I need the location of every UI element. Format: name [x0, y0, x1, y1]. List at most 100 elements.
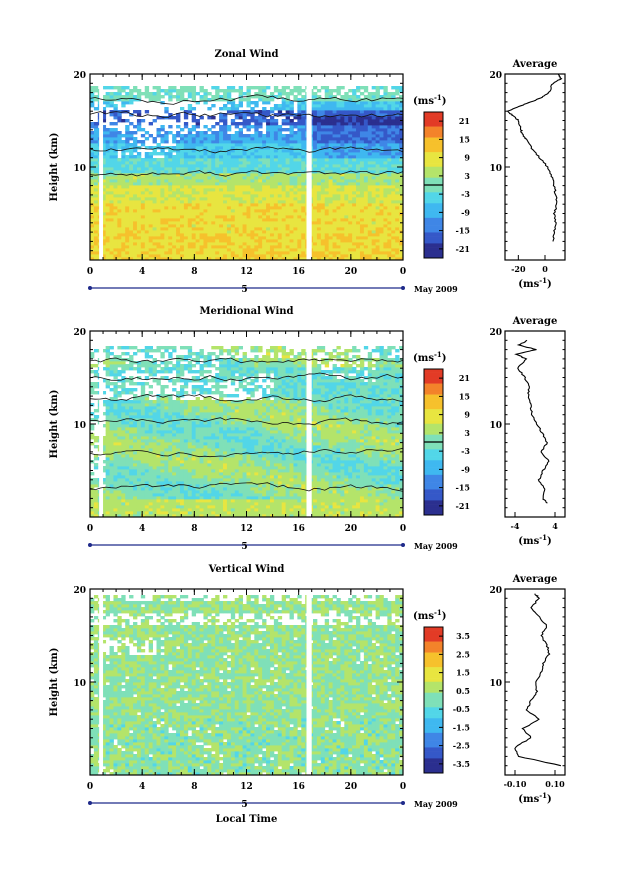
- heatmap-cell: [273, 158, 279, 162]
- heatmap-cell: [215, 200, 220, 204]
- heatmap-cell: [262, 248, 267, 252]
- heatmap-cell: [93, 505, 99, 509]
- heatmap-cell: [172, 248, 177, 252]
- heatmap-cell: [383, 218, 388, 222]
- heatmap-cell: [183, 212, 189, 216]
- heatmap-cell: [101, 505, 107, 509]
- heatmap-cell: [179, 221, 185, 225]
- heatmap-cell: [367, 146, 373, 150]
- heatmap-cell: [391, 203, 396, 207]
- heatmap-cell: [93, 155, 99, 159]
- heatmap-cell: [395, 236, 400, 240]
- x-tick-label: 12: [240, 267, 253, 277]
- heatmap-cell: [367, 161, 373, 165]
- heatmap-cell: [207, 227, 212, 231]
- heatmap-cell: [293, 206, 298, 210]
- heatmap-cell: [281, 89, 287, 93]
- heatmap-cell: [301, 179, 306, 183]
- heatmap-cell: [230, 218, 236, 222]
- heatmap-cell: [117, 475, 122, 479]
- heatmap-cell: [109, 484, 114, 488]
- heatmap-cell: [117, 412, 122, 416]
- heatmap-cell: [320, 107, 326, 111]
- heatmap-cell: [179, 149, 185, 153]
- heatmap-cell: [313, 134, 318, 138]
- heatmap-cell: [313, 152, 318, 156]
- heatmap-cell: [93, 454, 99, 458]
- heatmap-cell: [133, 442, 138, 446]
- heatmap-cell: [133, 197, 138, 201]
- heatmap-cell: [246, 152, 251, 156]
- heatmap-cell: [301, 248, 306, 252]
- heatmap-cell: [395, 161, 400, 165]
- heatmap-cell: [121, 412, 126, 416]
- heatmap-cell: [273, 134, 279, 138]
- heatmap-cell: [164, 197, 169, 201]
- heatmap-cell: [176, 197, 181, 201]
- heatmap-cell: [383, 167, 388, 171]
- heatmap-cell: [113, 182, 118, 186]
- heatmap-cell: [215, 230, 220, 234]
- heatmap-cell: [281, 98, 287, 102]
- heatmap-cell: [273, 218, 279, 222]
- heatmap-cell: [379, 119, 384, 123]
- heatmap-cell: [254, 140, 259, 144]
- heatmap-cell: [176, 119, 181, 123]
- heatmap-cell: [242, 245, 247, 249]
- heatmap-cell: [250, 227, 255, 231]
- heatmap-cell: [156, 131, 161, 135]
- heatmap-cell: [344, 224, 349, 228]
- heatmap-cell: [176, 221, 181, 225]
- heatmap-cell: [269, 116, 275, 120]
- heatmap-cell: [273, 137, 279, 141]
- heatmap-cell: [148, 215, 153, 219]
- heatmap-cell: [90, 218, 95, 222]
- heatmap-cell: [332, 104, 337, 108]
- heatmap-cell: [230, 248, 236, 252]
- heatmap-cell: [262, 143, 267, 147]
- heatmap-cell: [109, 239, 114, 243]
- heatmap-cell: [273, 122, 279, 126]
- heatmap-cell: [246, 239, 251, 243]
- heatmap-cell: [230, 155, 236, 159]
- heatmap-cell: [183, 152, 189, 156]
- heatmap-cell: [391, 104, 396, 108]
- heatmap-cell: [332, 239, 337, 243]
- heatmap-cell: [313, 101, 318, 105]
- heatmap-cell: [391, 194, 396, 198]
- heatmap-cell: [187, 191, 193, 195]
- heatmap-cell: [105, 349, 110, 353]
- heatmap-cell: [183, 110, 189, 114]
- heatmap-cell: [375, 179, 380, 183]
- heatmap-cell: [109, 251, 114, 255]
- heatmap-cell: [179, 254, 185, 258]
- heatmap-cell: [332, 161, 337, 165]
- heatmap-cell: [230, 251, 236, 255]
- heatmap-cell: [203, 176, 208, 180]
- heatmap-cell: [148, 191, 153, 195]
- heatmap-cell: [172, 179, 177, 183]
- heatmap-cell: [316, 95, 322, 99]
- heatmap-cell: [356, 191, 361, 195]
- heatmap-cell: [320, 191, 326, 195]
- heatmap-cell: [336, 143, 341, 147]
- colorbar-segment: [424, 192, 443, 197]
- heatmap-cell: [336, 152, 341, 156]
- heatmap-cell: [375, 200, 380, 204]
- heatmap-cell: [223, 224, 228, 228]
- heatmap-cell: [101, 349, 107, 353]
- heatmap-cell: [395, 101, 400, 105]
- heatmap-cell: [199, 95, 204, 99]
- heatmap-cell: [105, 167, 110, 171]
- heatmap-cell: [136, 508, 142, 512]
- heatmap-cell: [352, 227, 357, 231]
- heatmap-cell: [320, 221, 326, 225]
- heatmap-cell: [223, 215, 228, 219]
- heatmap-cell: [234, 194, 240, 198]
- heatmap-cell: [242, 134, 247, 138]
- heatmap-cell: [136, 242, 142, 246]
- heatmap-cell: [160, 152, 165, 156]
- heatmap-cell: [371, 131, 377, 135]
- heatmap-cell: [324, 242, 330, 246]
- heatmap-cell: [199, 200, 204, 204]
